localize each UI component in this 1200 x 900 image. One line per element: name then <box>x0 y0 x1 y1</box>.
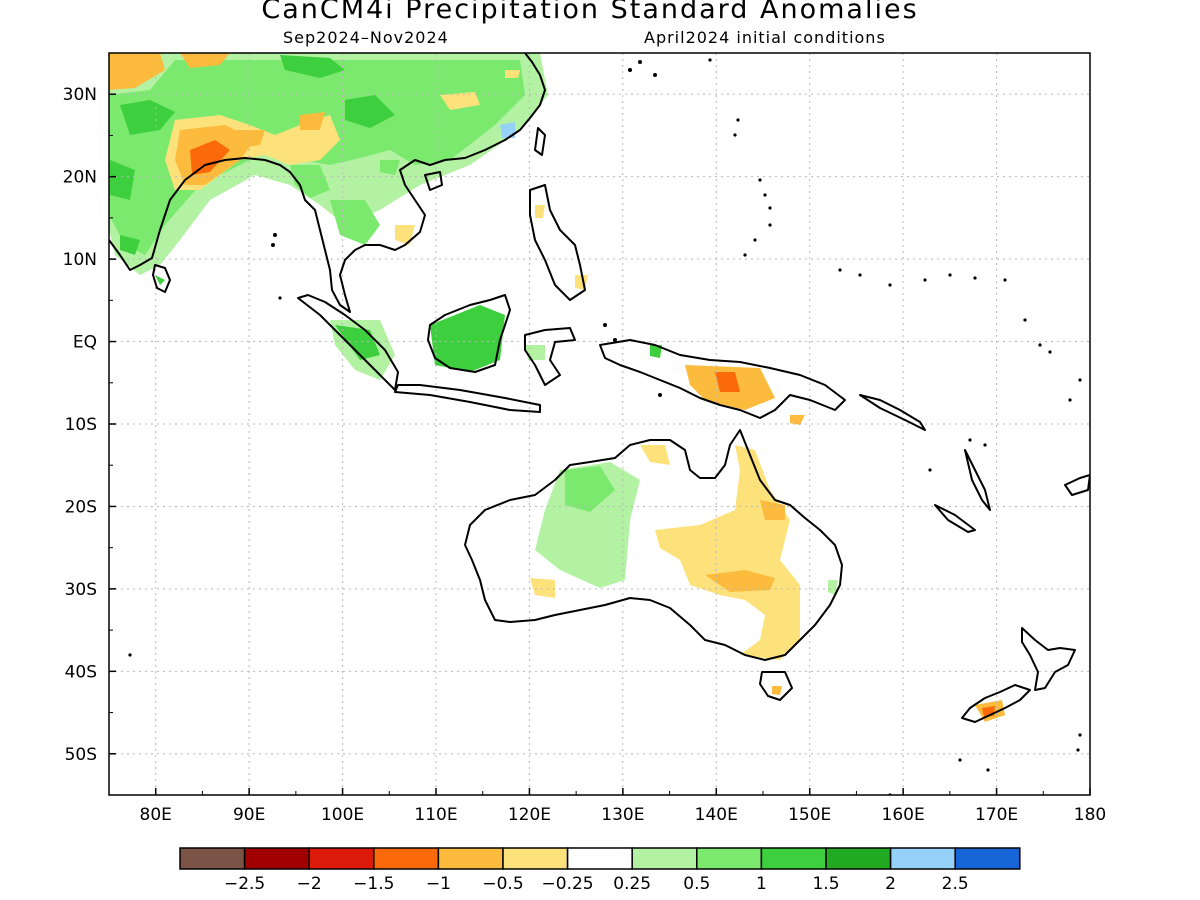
latitude-tick-label: 40S <box>65 662 97 682</box>
coastline-vanuatu <box>964 449 991 511</box>
latitude-tick-label: 30S <box>65 580 97 600</box>
color-legend-labels: −2.5 −2 −1.5 −1 −0.5 −0.25 0.25 0.5 1 1.5 2 2.5 <box>224 874 969 894</box>
anomaly-shading <box>109 53 1005 722</box>
coastline-asia-mainland <box>109 53 546 313</box>
coastline-sulawesi <box>524 327 576 386</box>
longitude-tick-label: 150E <box>788 805 831 825</box>
green-anomaly-region <box>565 466 615 512</box>
longitude-tick-label: 130E <box>601 805 644 825</box>
legend-color-swatch <box>825 847 892 870</box>
latitude-labels: 30N 20N 10N EQ 10S 20S 30S 40S 50S <box>63 52 116 796</box>
legend-tick-label: 2.5 <box>942 874 969 894</box>
dry-anomaly-region <box>715 372 740 392</box>
legend-tick-label: −2.5 <box>224 874 265 894</box>
latitude-tick-label: EQ <box>73 333 97 353</box>
coastline-fiji <box>1064 474 1090 496</box>
legend-tick-label: 0.25 <box>613 874 651 894</box>
coastline-taiwan <box>534 127 546 156</box>
longitude-tick-label: 110E <box>414 805 457 825</box>
initial-conditions-label: April2024 initial conditions <box>644 28 886 47</box>
legend-tick-label: 1.5 <box>812 874 839 894</box>
longitude-labels: 80E 90E 100E 110E 120E 130E 140E 150E 160E 170E 18… <box>108 788 1106 825</box>
coastline-sri-lanka <box>152 264 171 293</box>
coastline-philippines <box>529 184 586 301</box>
coastline-borneo <box>427 294 511 373</box>
latitude-tick-label: 50S <box>65 745 97 765</box>
coastlines <box>109 53 1090 723</box>
forecast-period: Sep2024–Nov2024 <box>283 28 449 47</box>
legend-color-swatch <box>889 847 956 870</box>
legend-tick-label: −2 <box>297 874 322 894</box>
longitude-tick-label: 100E <box>321 805 364 825</box>
dry-anomaly-region <box>109 53 230 90</box>
latitude-tick-label: 10S <box>65 415 97 435</box>
legend-color-swatch <box>566 847 633 870</box>
coastline-solomon-islands <box>859 394 926 431</box>
longitude-tick-label: 140E <box>695 805 738 825</box>
coastline-java <box>394 384 541 413</box>
latitude-tick-label: 20N <box>63 168 97 188</box>
legend-color-swatch <box>179 847 246 870</box>
legend-tick-label: 2 <box>885 874 896 894</box>
legend-tick-label: 0.5 <box>683 874 710 894</box>
green-anomaly-region <box>330 320 545 380</box>
latitude-tick-label: 20S <box>65 497 97 517</box>
dry-anomaly-region <box>530 445 800 660</box>
dry-anomaly-region <box>705 500 785 695</box>
green-anomaly-region <box>290 160 400 245</box>
dry-anomaly-region <box>190 140 230 175</box>
map-title: CanCM4i Precipitation Standard Anomalies <box>261 0 919 25</box>
legend-color-swatch <box>437 847 504 870</box>
green-anomaly-region <box>335 305 662 372</box>
color-legend <box>179 847 1021 870</box>
legend-color-swatch <box>696 847 763 870</box>
wet-anomaly-region <box>500 122 515 138</box>
latitude-tick-label: 30N <box>63 85 97 105</box>
legend-tick-label: −1.5 <box>353 874 394 894</box>
latitude-tick-label: 10N <box>63 250 97 270</box>
longitude-tick-label: 180 <box>1074 805 1106 825</box>
legend-tick-label: −0.5 <box>482 874 523 894</box>
pacific-islands <box>128 58 1082 795</box>
map-area <box>109 53 1090 795</box>
legend-color-swatch <box>631 847 698 870</box>
coastline-sumatra <box>297 294 399 391</box>
coastline-new-zealand-south <box>961 684 1031 723</box>
legend-color-swatch <box>502 847 569 870</box>
legend-color-swatch <box>373 847 440 870</box>
green-anomaly-region <box>828 580 838 595</box>
coastline-new-zealand-north <box>1021 627 1076 691</box>
coastline-new-caledonia <box>934 504 976 533</box>
coastline-hainan <box>424 171 443 191</box>
coastline-tasmania <box>759 671 793 701</box>
legend-color-swatch <box>954 847 1021 870</box>
dry-anomaly-region <box>685 365 805 425</box>
coastline-new-guinea <box>599 339 846 419</box>
legend-tick-label: 1 <box>756 874 767 894</box>
legend-color-swatch <box>760 847 827 870</box>
longitude-tick-label: 160E <box>882 805 925 825</box>
legend-tick-label: −1 <box>426 874 451 894</box>
green-anomaly-region <box>535 462 640 588</box>
longitude-tick-label: 120E <box>508 805 551 825</box>
map-gridlines <box>109 53 1090 795</box>
longitude-tick-label: 90E <box>233 805 265 825</box>
longitude-tick-label: 170E <box>975 805 1018 825</box>
legend-color-swatch <box>243 847 310 870</box>
legend-color-swatch <box>308 847 375 870</box>
coastline-australia <box>464 429 843 661</box>
legend-tick-label: −0.25 <box>542 874 594 894</box>
longitude-tick-label: 80E <box>140 805 172 825</box>
